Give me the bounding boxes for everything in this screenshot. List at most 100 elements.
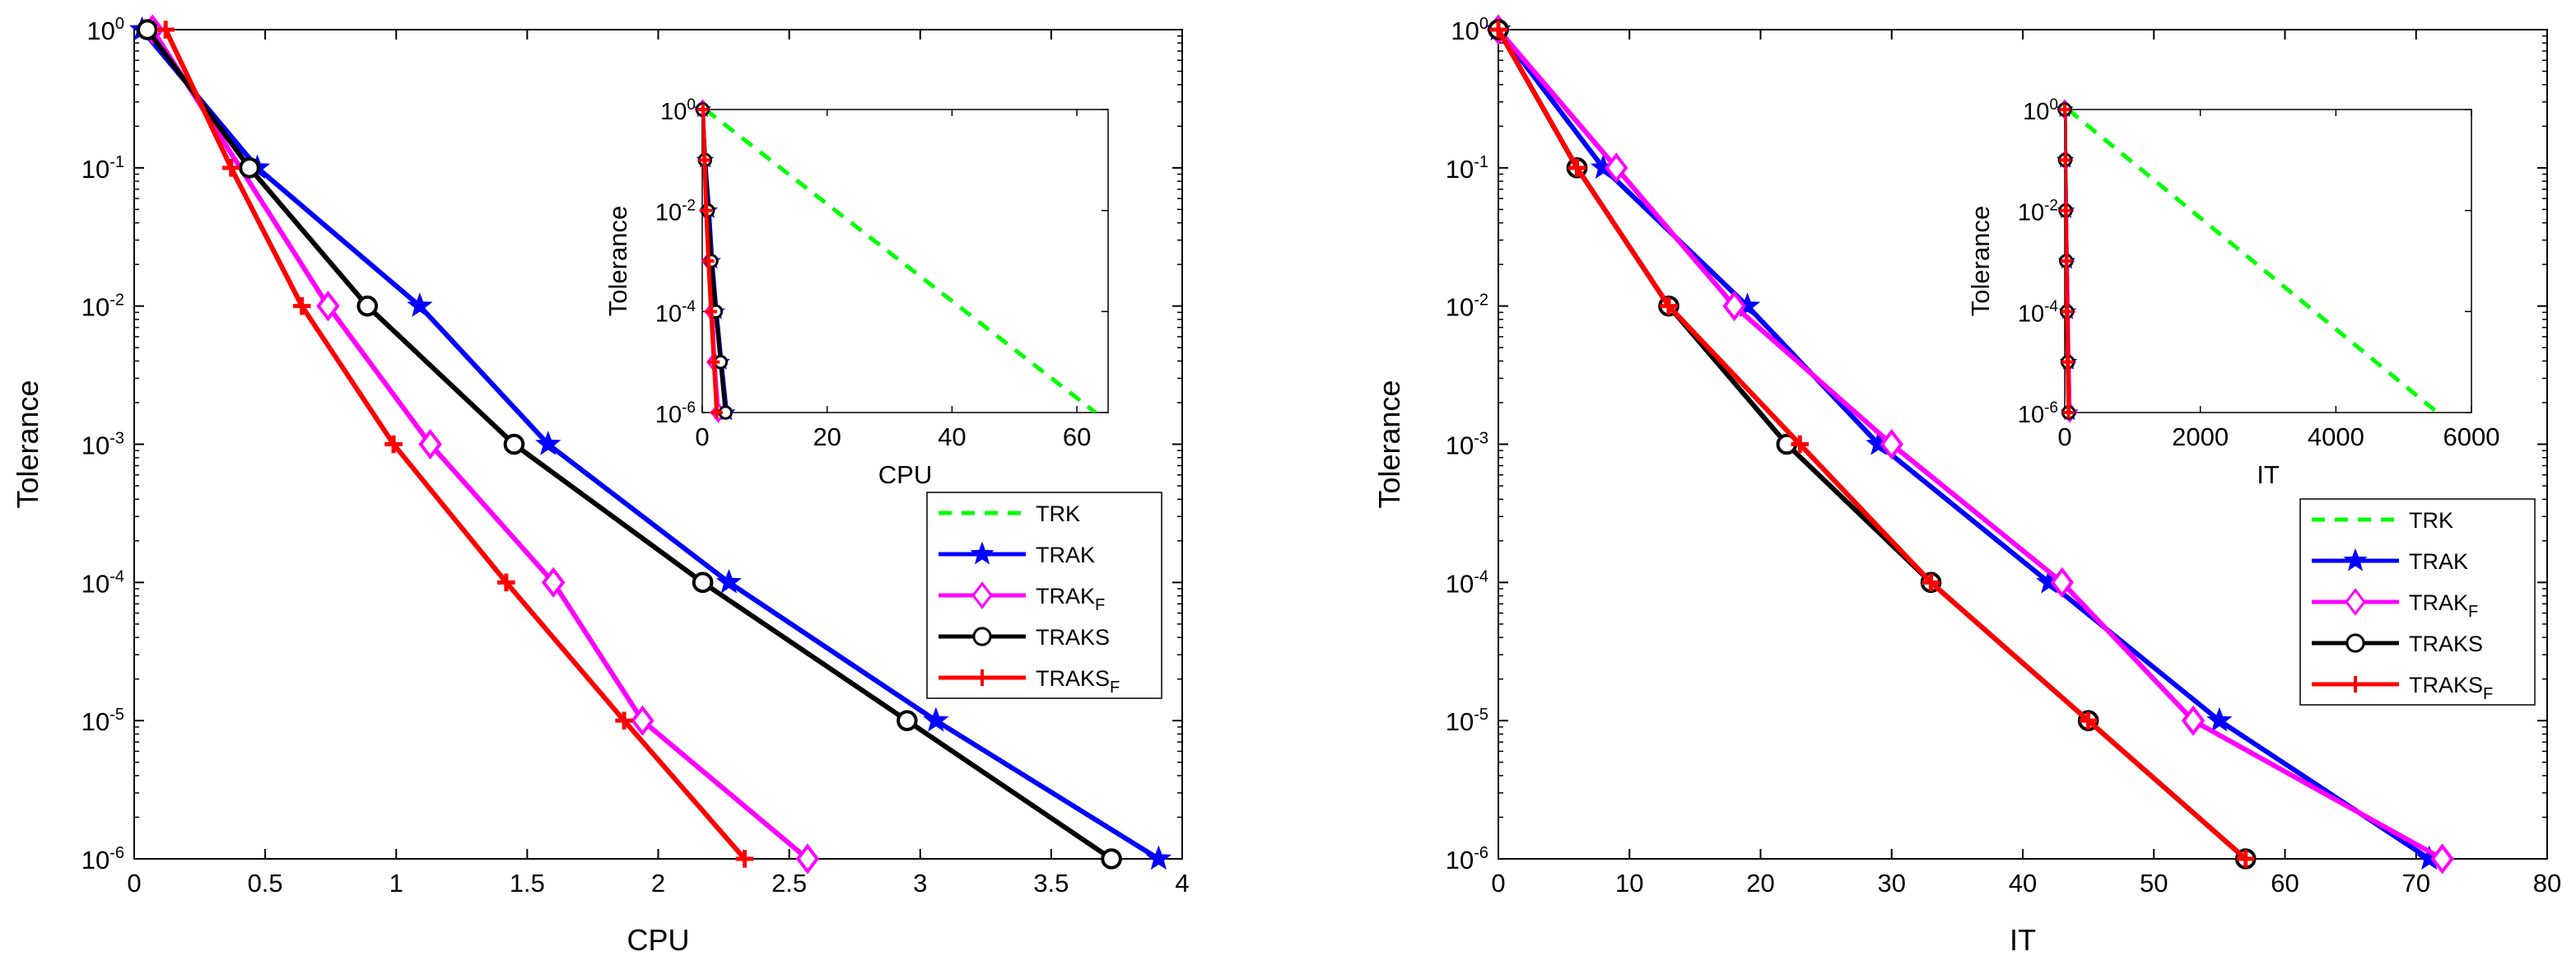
x-tick-label: 2 [651, 869, 665, 898]
x-tick-label: 40 [2009, 869, 2037, 898]
y-axis-label: Tolerance [1372, 380, 1406, 508]
main-traks-f-point-6 [2079, 711, 2098, 730]
main-traks-f-point-4 [1791, 435, 1810, 454]
inset-traks-f-point-4 [2060, 254, 2073, 268]
y-tick-label-exponent: -4 [109, 567, 124, 585]
y-tick-label: 10-4 [82, 567, 124, 598]
main-trak-f-point-5 [2050, 567, 2074, 598]
x-axis-label: CPU [627, 923, 689, 957]
legend-label-trak-f: TRAKF [1036, 584, 1105, 614]
y-tick-label-base: 10 [82, 707, 109, 736]
inset-y-axis-label: Tolerance [603, 206, 632, 316]
legend-label-text: TRAKS [2409, 673, 2483, 697]
x-tick-label: 0 [1491, 869, 1505, 898]
legend-swatch-marker [2343, 548, 2368, 571]
main-trak-f-point-2 [316, 291, 340, 322]
x-tick-label: 20 [1746, 869, 1774, 898]
x-tick-label: 80 [2533, 869, 2561, 898]
main-traks-f-point-1 [156, 21, 175, 39]
legend-label-trak: TRAK [1036, 543, 1095, 567]
legend-label-subscript: F [1110, 679, 1120, 697]
left-chart: 0 0.5 1 1.5 2 2.5 3 3.5 410-610-510-410-310-210-… [11, 14, 1190, 957]
legend-label-subscript: F [1095, 596, 1105, 614]
inset-y-tick-label: 10-4 [2018, 298, 2059, 327]
inset-x-tick-label: 40 [938, 422, 966, 451]
inset-traks-f-point-7 [710, 406, 723, 419]
legend-label-text: TRAKS [1036, 666, 1110, 691]
inset-x-tick-label: 60 [1063, 422, 1091, 451]
y-tick-label: 10-1 [1446, 153, 1488, 184]
inset-y-tick-label: 100 [660, 96, 696, 125]
x-tick-label: 3 [913, 869, 927, 898]
y-tick-label: 10-3 [82, 429, 124, 459]
y-tick-label: 100 [1451, 15, 1488, 45]
x-tick-label: 1 [389, 869, 403, 898]
y-tick-label-exponent: 0 [115, 15, 124, 33]
legend-label-text: TRAK [2409, 549, 2468, 574]
y-tick-label-base: 10 [82, 155, 109, 184]
main-trak-point-6 [923, 707, 949, 732]
y-tick-label-exponent: -6 [109, 844, 124, 862]
inset-y-tick-label-base: 10 [660, 99, 687, 125]
legend-label-traks-f: TRAKSF [1036, 666, 1120, 697]
x-tick-label: 60 [2271, 869, 2299, 898]
x-tick-label: 70 [2402, 869, 2430, 898]
inset-x-tick-label: 20 [813, 422, 841, 451]
main-traks-point-1 [137, 19, 158, 40]
main-trak-point-6 [2206, 707, 2233, 732]
legend-label-trak-f: TRAKF [2409, 590, 2478, 621]
y-tick-label: 100 [86, 15, 124, 45]
x-tick-label: 1.5 [510, 869, 545, 898]
inset-y-tick-label-base: 10 [2018, 200, 2044, 226]
main-trak-f-point-4 [541, 567, 566, 598]
main-trak-f-point-5 [631, 705, 654, 736]
y-tick-label-exponent: -1 [1474, 153, 1488, 171]
y-tick-label-base: 10 [82, 431, 109, 460]
y-tick-label: 10-1 [82, 153, 124, 184]
main-traks-f-point-2 [221, 159, 240, 177]
legend-label-trk: TRK [2409, 508, 2453, 533]
inset-y-tick-label-exponent: -6 [2044, 399, 2058, 417]
legend-label-text: TRK [1036, 501, 1080, 526]
y-tick-label: 10-4 [1446, 567, 1488, 598]
inset-y-tick-label-base: 10 [2018, 402, 2044, 428]
main-trak-f-line [150, 28, 809, 861]
inset-y-tick-label-exponent: 0 [687, 96, 696, 114]
main-trak-f-point-6 [795, 843, 820, 874]
legend-swatch-marker [2345, 588, 2366, 616]
main-traks-f-point-3 [1660, 296, 1678, 315]
inset-y-tick-label-exponent: -4 [682, 298, 696, 315]
legend-swatch-marker [970, 541, 995, 565]
legend-swatch-marker [2345, 633, 2365, 653]
inset-traks-f-point-2 [2059, 154, 2071, 166]
y-tick-label-exponent: 0 [1479, 15, 1488, 33]
main-trak-point-7 [1145, 845, 1172, 870]
inset-x-tick-label: 4000 [2308, 422, 2364, 451]
inset-series-group [693, 99, 1097, 423]
y-tick-label-exponent: -5 [109, 706, 124, 724]
inset-y-tick-label-exponent: -2 [2044, 197, 2058, 214]
inset-traks-f-point-3 [2059, 204, 2072, 217]
legend-swatch-marker [971, 581, 993, 609]
main-trak-f-point-3 [1722, 291, 1746, 322]
y-tick-label: 10-2 [1446, 291, 1488, 322]
legend-label-subscript: F [2483, 685, 2493, 703]
main-traks-point-2 [239, 157, 260, 179]
main-trak-f-point-4 [1880, 428, 1903, 460]
legend-label-traks: TRAKS [2409, 632, 2483, 656]
main-trak-f-point-2 [1605, 152, 1628, 184]
x-axis-label: IT [2010, 923, 2036, 957]
y-tick-label: 10-6 [1446, 844, 1488, 874]
legend-label-text: TRAK [1036, 584, 1095, 609]
main-traks-f-point-2 [1567, 159, 1586, 177]
main-traks-point-6 [897, 710, 918, 731]
x-tick-label: 30 [1878, 869, 1906, 898]
main-series-group [128, 14, 1172, 874]
y-tick-label-exponent: -5 [1474, 706, 1488, 724]
legend-swatch-marker [973, 669, 991, 687]
inset-y-tick-label-exponent: -4 [2044, 298, 2058, 315]
inset-y-axis-label: Tolerance [1966, 206, 1995, 316]
main-traks-f-point-7 [735, 850, 754, 868]
